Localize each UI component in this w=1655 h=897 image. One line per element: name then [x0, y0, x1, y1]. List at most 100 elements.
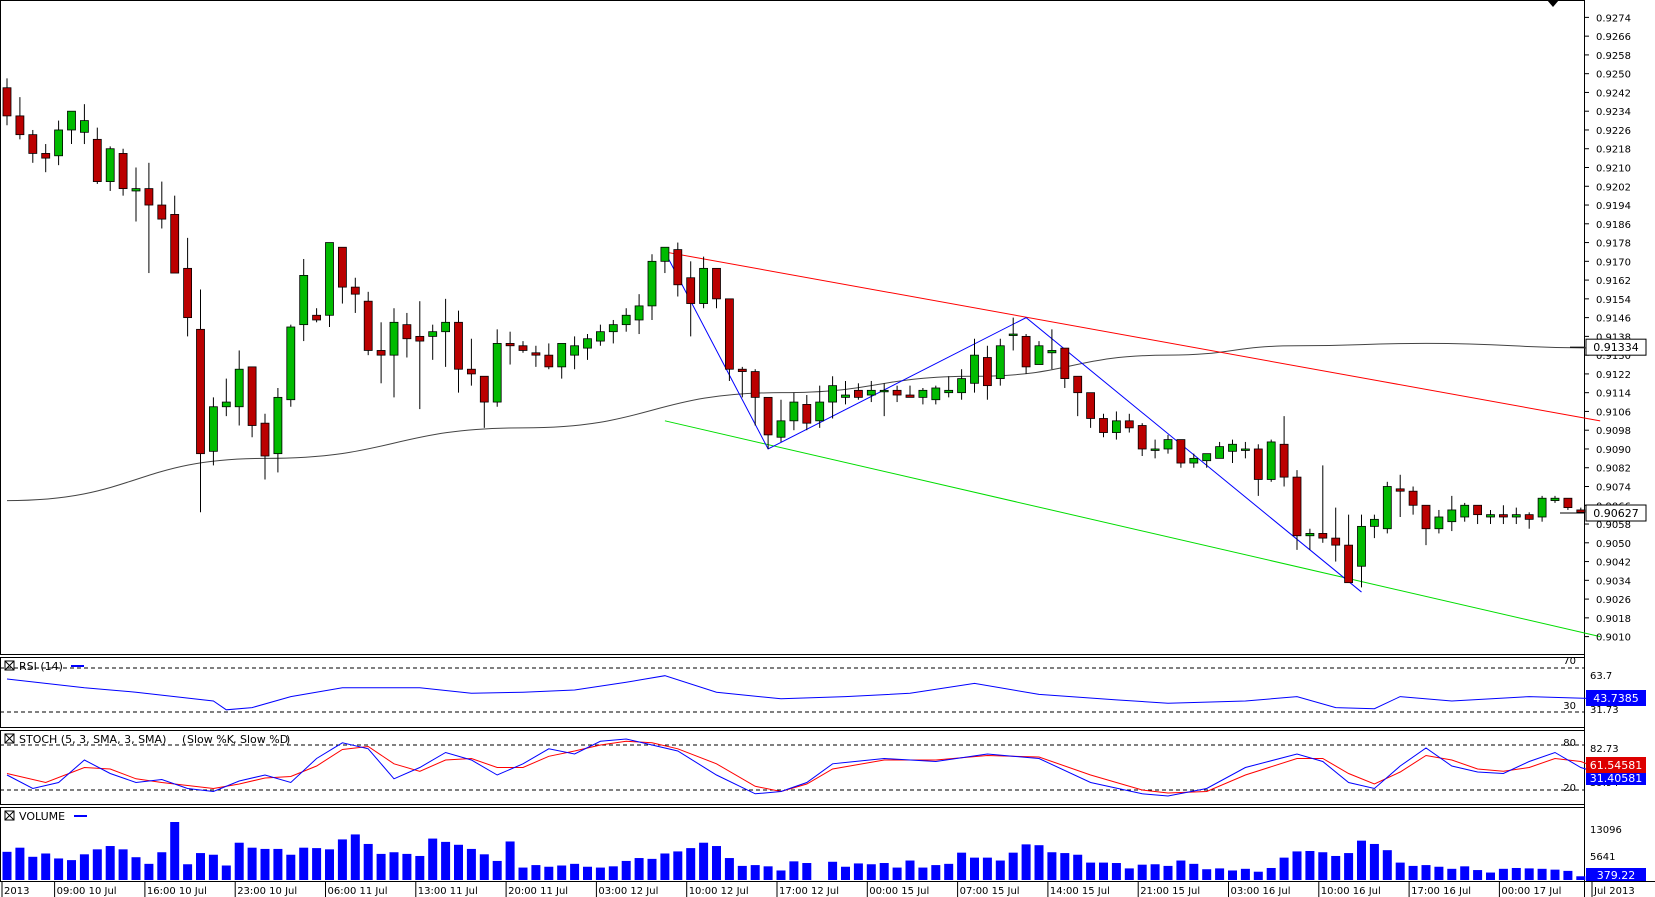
candle	[1112, 411, 1121, 440]
candle-body-up	[1047, 350, 1057, 354]
time-tick-label: 2013	[4, 886, 29, 897]
volume-close-icon[interactable]	[4, 810, 15, 821]
price-tick-label: 0.9226	[1596, 126, 1631, 137]
candle	[802, 395, 812, 431]
volume-bar	[1228, 870, 1237, 880]
volume-bar	[389, 852, 399, 880]
volume-bar	[299, 847, 309, 880]
volume-bar	[1537, 868, 1547, 880]
volume-bar	[286, 854, 296, 880]
candle-body-up	[1228, 443, 1237, 452]
candle	[402, 312, 412, 358]
candle	[1486, 509, 1495, 525]
price-tick-label: 0.9130	[1596, 351, 1631, 362]
candle-body-up	[1434, 516, 1444, 530]
candle-body-up	[1370, 518, 1379, 527]
volume-bar	[1498, 868, 1508, 880]
stoch-close-icon[interactable]	[4, 733, 15, 744]
volume-bar	[544, 866, 554, 880]
volume-bar	[1073, 854, 1083, 880]
volume-bar	[1060, 853, 1070, 880]
rsi-close-icon[interactable]	[4, 660, 15, 671]
candle-body-down	[92, 138, 102, 182]
candle	[841, 380, 850, 405]
candle	[583, 334, 592, 360]
candle	[983, 345, 992, 400]
price-tick-label: 0.9058	[1596, 520, 1631, 531]
volume-bar	[841, 866, 850, 880]
candle-body-down	[1395, 488, 1405, 492]
candle	[15, 97, 25, 140]
candle	[1318, 465, 1328, 543]
candle-body-up	[1215, 446, 1224, 459]
candle	[1292, 470, 1302, 550]
candle	[854, 383, 863, 400]
time-tick-label: 09:00 10 Jul	[57, 886, 117, 897]
candle	[531, 345, 541, 367]
candle-body-up	[918, 389, 928, 398]
candle	[273, 387, 283, 473]
candle-body-down	[673, 249, 683, 286]
candle-body-down	[737, 368, 747, 372]
volume-bars	[2, 822, 1599, 880]
time-tick-label: 14:00 15 Jul	[1050, 886, 1110, 897]
volume-bar	[183, 864, 193, 880]
candle-body-down	[1086, 392, 1095, 419]
candle-body-down	[28, 134, 38, 154]
candle	[1253, 444, 1263, 496]
ma-price-text: 0.91334	[1593, 341, 1639, 354]
candle-body-up	[105, 148, 115, 182]
candle-body-down	[892, 389, 902, 396]
candle-body-down	[686, 277, 696, 304]
candle-body-down	[376, 350, 386, 356]
time-tick-label: 06:00 11 Jul	[328, 886, 388, 897]
time-tick-label: 17:00 12 Jul	[779, 886, 839, 897]
candle	[1228, 439, 1237, 464]
volume-value-text: 379.22	[1597, 869, 1636, 882]
volume-bar	[931, 865, 941, 880]
volume-bar	[1240, 868, 1250, 880]
candle-body-down	[247, 366, 257, 426]
candle-body-down	[1563, 497, 1573, 509]
volume-bar	[1305, 851, 1315, 880]
candle	[1447, 495, 1457, 532]
price-tick-label: 0.9250	[1596, 70, 1631, 81]
volume-bar	[157, 852, 167, 880]
candle	[28, 129, 38, 163]
volume-bar	[1550, 869, 1560, 880]
candle-body-down	[157, 204, 167, 220]
volume-bar	[79, 854, 89, 880]
candle	[80, 104, 89, 145]
candle	[737, 366, 747, 398]
volume-bar	[2, 851, 12, 880]
candle-body-up	[1357, 525, 1366, 567]
candle	[1073, 375, 1083, 417]
candle-body-down	[1344, 544, 1353, 584]
volume-bar	[634, 858, 644, 880]
candle	[1370, 514, 1379, 539]
candle	[544, 343, 554, 370]
volume-bar	[118, 849, 128, 880]
volume-bar	[957, 852, 967, 880]
candle	[608, 319, 618, 344]
volume-bar	[505, 841, 515, 880]
volume-bar	[776, 870, 786, 880]
volume-bar	[1524, 868, 1534, 880]
volume-bar	[1473, 870, 1483, 880]
candle	[376, 322, 386, 384]
volume-bar	[982, 857, 992, 880]
price-tick-label: 0.9018	[1596, 614, 1631, 625]
candle	[518, 341, 528, 353]
candle	[2, 78, 12, 126]
candle-body-down	[363, 300, 373, 351]
volume-bar	[1395, 862, 1405, 880]
candle	[712, 267, 721, 309]
volume-bar	[273, 848, 283, 880]
volume-bar	[853, 863, 863, 880]
volume-bar	[879, 863, 889, 880]
candle-body-up	[1305, 533, 1315, 537]
candle	[905, 385, 915, 398]
candle	[299, 258, 309, 342]
candle-body-up	[1241, 448, 1250, 451]
